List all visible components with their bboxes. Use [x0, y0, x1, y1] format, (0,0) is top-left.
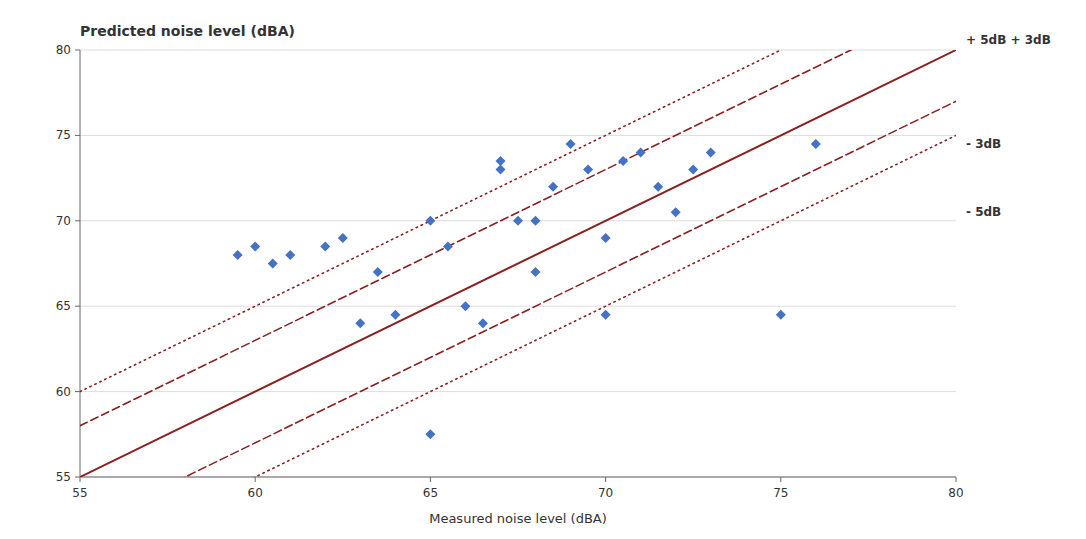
reference-line: [80, 50, 956, 477]
scatter-point: [688, 165, 698, 175]
x-tick-label: 65: [423, 486, 438, 500]
grid-line: [80, 477, 956, 478]
scatter-point: [425, 429, 435, 439]
y-tick-label: 80: [56, 43, 71, 57]
reference-line: [80, 135, 956, 477]
scatter-point: [601, 233, 611, 243]
annotation: - 3dB: [966, 137, 1001, 151]
scatter-point: [443, 241, 453, 251]
axes: 55 60 65 70 75 80 55 60 65 70 75 80: [56, 43, 964, 500]
scatter-point: [548, 182, 558, 192]
scatter-point: [513, 216, 523, 226]
scatter-point: [355, 318, 365, 328]
grid-line: [80, 50, 956, 51]
scatter-point: [338, 233, 348, 243]
x-tick: [780, 477, 781, 482]
scatter-point: [671, 207, 681, 217]
y-tick: [75, 220, 80, 221]
x-tick-label: 55: [72, 486, 87, 500]
scatter-point: [566, 139, 576, 149]
scatter-point: [390, 310, 400, 320]
x-tick: [956, 477, 957, 482]
scatter-point: [636, 147, 646, 157]
x-tick: [605, 477, 606, 482]
scatter-point: [320, 241, 330, 251]
reference-line: [80, 101, 956, 477]
x-tick-label: 60: [248, 486, 263, 500]
annotation: - 5dB: [966, 205, 1001, 219]
reference-line: [80, 50, 956, 392]
grid-line: [80, 391, 956, 392]
scatter-point: [478, 318, 488, 328]
x-tick-label: 80: [948, 486, 963, 500]
y-tick: [75, 135, 80, 136]
y-tick: [75, 50, 80, 51]
scatter-point: [531, 216, 541, 226]
scatter-point: [495, 156, 505, 166]
x-axis-label: Measured noise level (dBA): [429, 511, 607, 526]
y-tick-label: 75: [56, 128, 71, 142]
x-tick-label: 75: [773, 486, 788, 500]
y-tick: [75, 477, 80, 478]
grid-line: [80, 306, 956, 307]
x-axis-line: [80, 477, 956, 478]
scatter-series: [233, 139, 821, 439]
x-tick: [255, 477, 256, 482]
grid: [80, 50, 956, 477]
scatter-point: [583, 165, 593, 175]
scatter-point: [373, 267, 383, 277]
x-tick: [430, 477, 431, 482]
scatter-point: [601, 310, 611, 320]
y-tick: [75, 306, 80, 307]
scatter-point: [233, 250, 243, 260]
scatter-point: [531, 267, 541, 277]
annotation: + 5dB + 3dB: [966, 33, 1051, 47]
scatter-point: [495, 165, 505, 175]
scatter-point: [653, 182, 663, 192]
scatter-point: [285, 250, 295, 260]
reference-line: [80, 50, 956, 426]
scatter-point: [250, 241, 260, 251]
scatter-point: [706, 147, 716, 157]
y-tick-label: 70: [56, 214, 71, 228]
scatter-point: [811, 139, 821, 149]
y-tick-label: 65: [56, 299, 71, 313]
y-tick: [75, 391, 80, 392]
chart: 55 60 65 70 75 80 55 60 65 70 75 80 Predicted noise …: [0, 0, 1086, 539]
scatter-point: [425, 216, 435, 226]
title: Predicted noise level (dBA): [80, 23, 295, 39]
scatter-point: [776, 310, 786, 320]
x-tick: [80, 477, 81, 482]
scatter-point: [460, 301, 470, 311]
scatter-point: [268, 259, 278, 269]
y-tick-label: 60: [56, 385, 71, 399]
plot-area: [80, 50, 956, 477]
y-tick-label: 55: [56, 470, 71, 484]
grid-line: [80, 135, 956, 136]
x-tick-label: 70: [598, 486, 613, 500]
scatter-point: [618, 156, 628, 166]
y-axis-line: [80, 50, 81, 477]
